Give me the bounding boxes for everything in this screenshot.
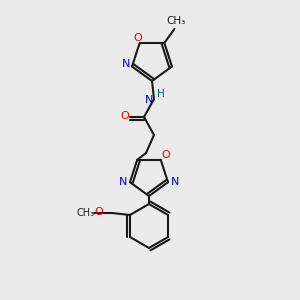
Text: CH₃: CH₃ xyxy=(77,208,95,218)
Text: N: N xyxy=(145,95,153,105)
Text: O: O xyxy=(121,111,129,121)
Text: H: H xyxy=(157,89,165,99)
Text: O: O xyxy=(161,150,170,160)
Text: N: N xyxy=(122,59,130,70)
Text: N: N xyxy=(119,177,127,187)
Text: N: N xyxy=(171,177,179,187)
Text: O: O xyxy=(133,33,142,43)
Text: CH₃: CH₃ xyxy=(167,16,186,26)
Text: O: O xyxy=(94,207,103,217)
